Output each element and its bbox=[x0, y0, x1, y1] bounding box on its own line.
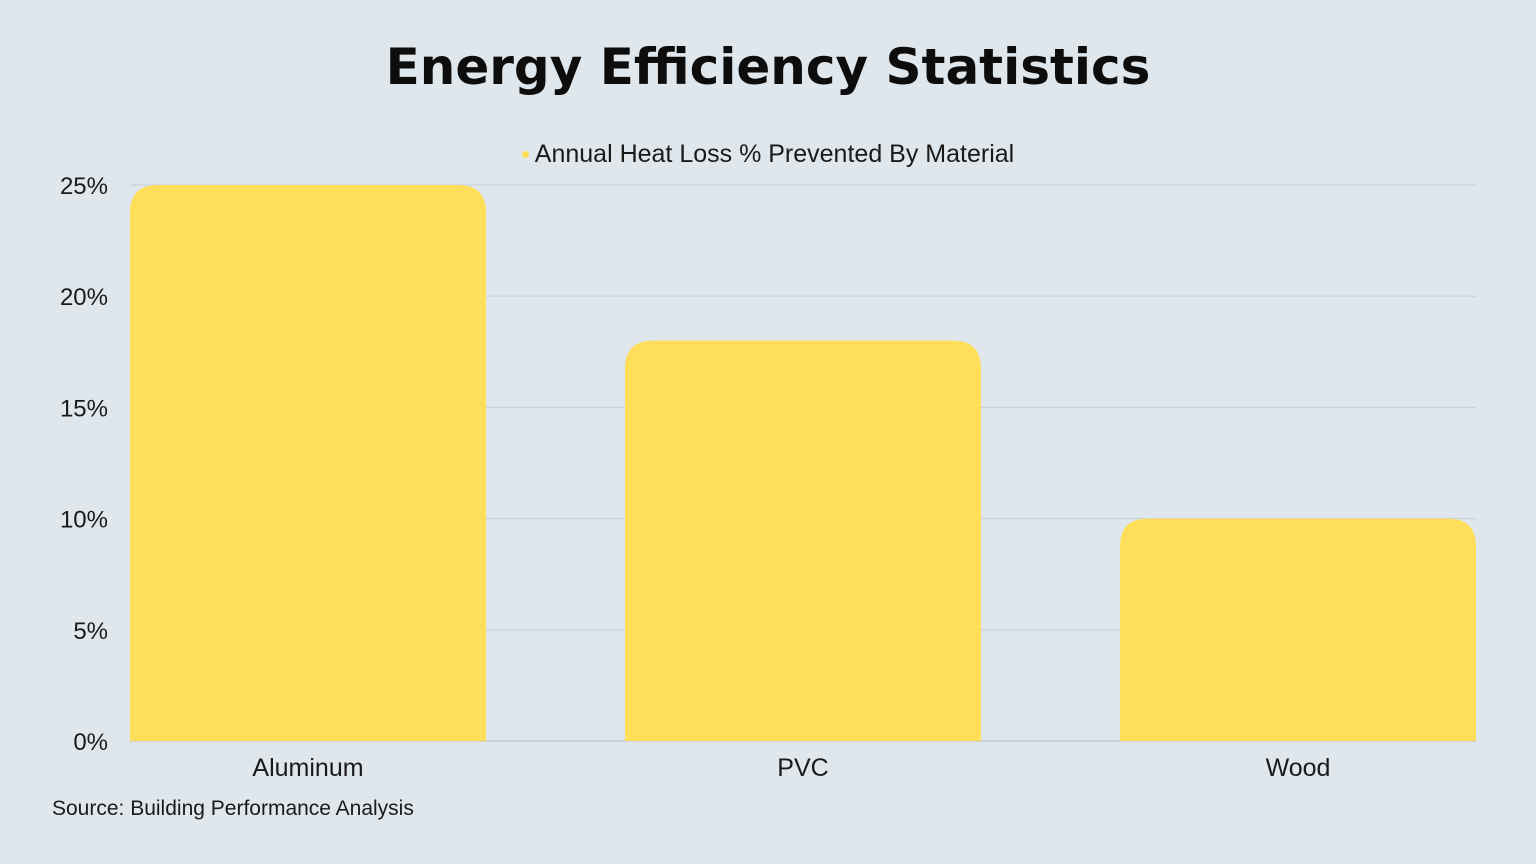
bars bbox=[130, 185, 1476, 741]
x-axis-ticks: Aluminum PVC Wood bbox=[252, 754, 1330, 782]
y-axis-ticks: 0% 5% 10% 15% 20% 25% bbox=[60, 173, 108, 756]
x-tick-label: Aluminum bbox=[252, 754, 363, 782]
legend-label: Annual Heat Loss % Prevented By Material bbox=[534, 140, 1015, 168]
bar-wood bbox=[1120, 518, 1476, 741]
bar-aluminum bbox=[130, 185, 486, 741]
chart-legend: Annual Heat Loss % Prevented By Material bbox=[0, 140, 1536, 169]
chart-title: Energy Efficiency Statistics bbox=[385, 38, 1151, 96]
x-tick-label: PVC bbox=[777, 754, 828, 782]
legend-swatch bbox=[521, 150, 529, 158]
y-tick-label: 10% bbox=[60, 507, 108, 534]
y-tick-label: 20% bbox=[60, 284, 108, 311]
y-tick-label: 5% bbox=[73, 618, 108, 645]
y-tick-label: 0% bbox=[73, 729, 108, 756]
x-tick-label: Wood bbox=[1266, 754, 1331, 782]
bar-pvc bbox=[625, 340, 981, 741]
y-tick-label: 15% bbox=[60, 395, 108, 422]
source-note: Source: Building Performance Analysis bbox=[52, 797, 414, 820]
y-tick-label: 25% bbox=[60, 173, 108, 200]
